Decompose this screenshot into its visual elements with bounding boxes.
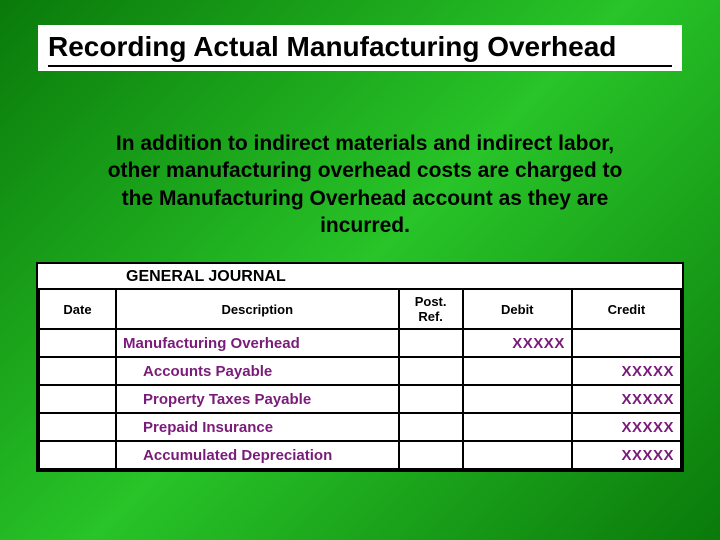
cell-desc: Accounts Payable <box>116 357 398 385</box>
cell-date <box>39 357 116 385</box>
journal-heading: GENERAL JOURNAL <box>38 264 682 288</box>
col-description: Description <box>116 289 398 329</box>
cell-debit: XXXXX <box>463 329 572 357</box>
cell-desc: Accumulated Depreciation <box>116 441 398 469</box>
general-journal: GENERAL JOURNAL Date Description Post. R… <box>36 262 684 472</box>
cell-date <box>39 329 116 357</box>
title-underline <box>48 65 672 67</box>
table-row: Prepaid Insurance XXXXX <box>39 413 681 441</box>
cell-credit <box>572 329 681 357</box>
slide: Recording Actual Manufacturing Overhead … <box>0 0 720 540</box>
table-row: Manufacturing Overhead XXXXX <box>39 329 681 357</box>
title-box: Recording Actual Manufacturing Overhead <box>38 25 682 71</box>
table-row: Accumulated Depreciation XXXXX <box>39 441 681 469</box>
cell-credit: XXXXX <box>572 357 681 385</box>
col-debit: Debit <box>463 289 572 329</box>
cell-post <box>399 357 463 385</box>
cell-debit <box>463 357 572 385</box>
cell-desc: Prepaid Insurance <box>116 413 398 441</box>
journal-header-row: Date Description Post. Ref. Debit Credit <box>39 289 681 329</box>
col-post-ref: Post. Ref. <box>399 289 463 329</box>
cell-debit <box>463 385 572 413</box>
cell-debit <box>463 413 572 441</box>
cell-credit: XXXXX <box>572 385 681 413</box>
cell-post <box>399 441 463 469</box>
col-date: Date <box>39 289 116 329</box>
cell-post <box>399 329 463 357</box>
cell-debit <box>463 441 572 469</box>
cell-credit: XXXXX <box>572 441 681 469</box>
cell-credit: XXXXX <box>572 413 681 441</box>
cell-date <box>39 385 116 413</box>
cell-date <box>39 441 116 469</box>
journal-table: Date Description Post. Ref. Debit Credit… <box>38 288 682 470</box>
journal-body: Manufacturing Overhead XXXXX Accounts Pa… <box>39 329 681 469</box>
cell-date <box>39 413 116 441</box>
cell-post <box>399 385 463 413</box>
table-row: Accounts Payable XXXXX <box>39 357 681 385</box>
cell-desc: Manufacturing Overhead <box>116 329 398 357</box>
slide-body-text: In addition to indirect materials and in… <box>90 130 640 239</box>
cell-post <box>399 413 463 441</box>
col-credit: Credit <box>572 289 681 329</box>
table-row: Property Taxes Payable XXXXX <box>39 385 681 413</box>
slide-title: Recording Actual Manufacturing Overhead <box>48 31 672 63</box>
cell-desc: Property Taxes Payable <box>116 385 398 413</box>
